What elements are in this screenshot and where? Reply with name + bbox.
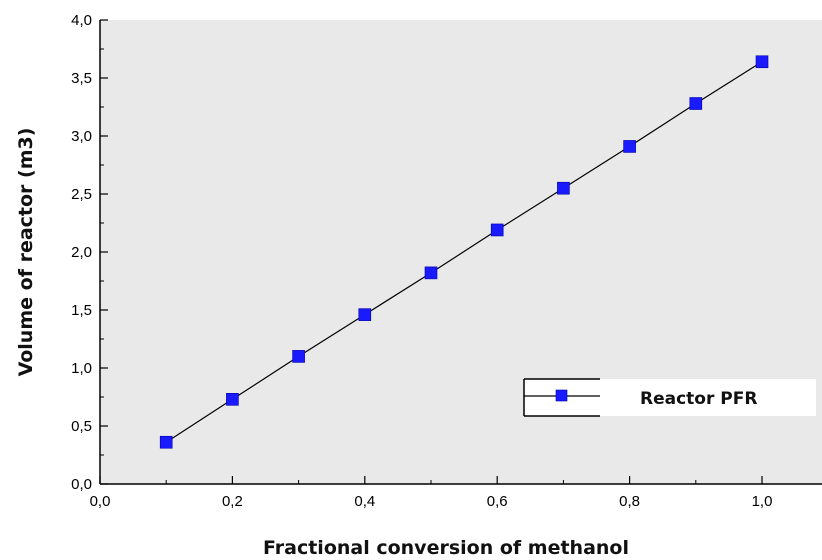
legend-marker — [555, 389, 568, 402]
legend-box — [524, 379, 816, 416]
data-point — [358, 308, 372, 321]
data-point — [557, 181, 570, 195]
y-tick-label: 0,5 — [71, 418, 92, 435]
legend-label: Reactor PFR — [640, 389, 757, 409]
tick-labels: 0,0 0,5 1,0 1,5 2,0 2,5 3,0 3,5 4,0 0,0 0,2 0,4 0,6 0… — [71, 12, 772, 510]
y-tick-label: 3,0 — [71, 128, 92, 145]
y-tick-label: 2,5 — [71, 186, 92, 203]
data-point — [490, 223, 504, 237]
y-tick-label: 3,5 — [71, 70, 92, 87]
y-tick-label: 1,0 — [71, 360, 92, 377]
x-tick-label: 0,2 — [222, 493, 243, 510]
x-tick-label: 0,0 — [90, 493, 111, 510]
series-line — [165, 61, 763, 443]
y-tick-label: 1,5 — [71, 302, 92, 319]
axis-ticks — [99, 19, 763, 485]
data-point — [689, 97, 703, 110]
y-tick-label: 4,0 — [71, 12, 92, 29]
data-point — [623, 140, 636, 153]
data-point — [292, 350, 305, 363]
x-tick-label: 1,0 — [752, 493, 773, 510]
data-point — [226, 393, 239, 406]
data-point — [424, 266, 438, 280]
data-point — [159, 435, 173, 449]
x-tick-label: 0,8 — [619, 493, 640, 510]
series-layer — [159, 55, 769, 449]
x-tick-label: 0,6 — [487, 493, 508, 510]
legend: Reactor PFR — [523, 378, 816, 417]
x-axis-title: Fractional conversion of methanol — [263, 537, 629, 559]
x-tick-label: 0,4 — [354, 493, 375, 510]
y-tick-label: 0,0 — [71, 476, 92, 493]
y-tick-label: 2,0 — [71, 244, 92, 261]
y-axis-title: Volume of reactor (m3) — [15, 128, 37, 377]
data-point — [755, 55, 769, 69]
